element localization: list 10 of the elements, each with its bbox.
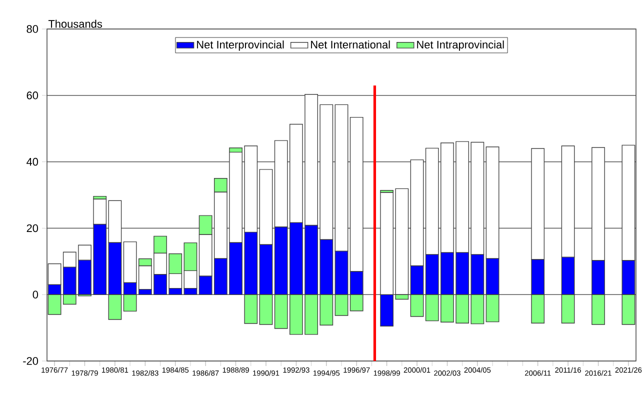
legend-label: Net Intraprovincial [417,40,504,51]
y-tick-label: 40 [26,158,38,166]
y-tick-label: -20 [23,357,38,365]
y-tick-label: 80 [26,25,38,33]
y-tick-label: 0 [32,290,38,298]
y-tick-label: 20 [26,224,38,232]
y-axis-title: Thousands [48,20,102,28]
legend-label: Net International [311,40,390,49]
y-tick-label: 60 [26,92,38,100]
legend-label: Net Interprovincial [197,40,284,51]
